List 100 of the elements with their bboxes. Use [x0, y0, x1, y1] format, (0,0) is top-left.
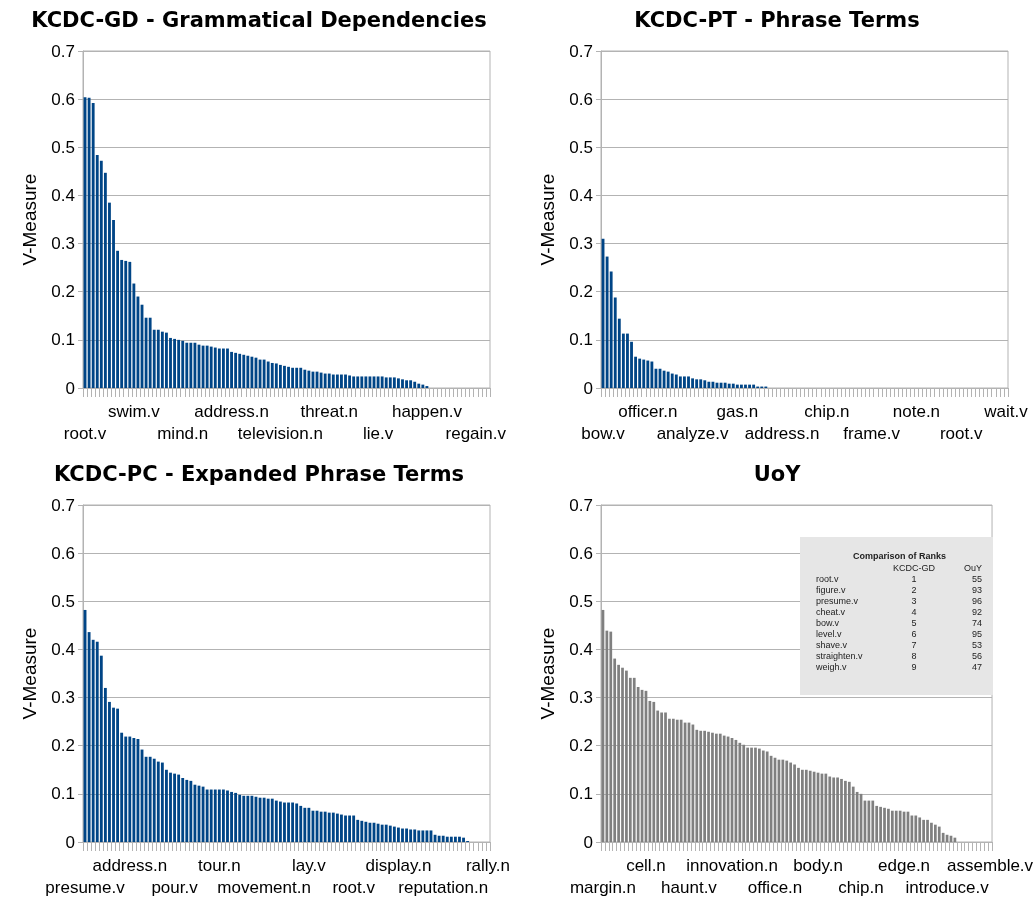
bar: [739, 384, 743, 388]
bar: [675, 719, 679, 842]
y-axis-title: V-Measure: [19, 627, 40, 720]
x-tick-label: lay.v: [292, 855, 327, 875]
bar: [683, 376, 686, 388]
bar: [213, 347, 217, 388]
bar: [875, 805, 879, 842]
bar: [405, 828, 408, 842]
bar: [295, 367, 299, 388]
bar: [303, 369, 307, 388]
y-tick-label: 0.1: [51, 330, 75, 350]
bar: [335, 813, 339, 842]
bar: [299, 367, 303, 388]
x-tick-label: haunt.v: [661, 877, 718, 897]
bar: [405, 380, 408, 388]
bar: [840, 778, 843, 842]
bar: [417, 830, 421, 842]
bar: [319, 811, 323, 842]
x-tick-label: address.n: [92, 855, 168, 875]
bar: [425, 830, 429, 842]
x-tick-label: mind.n: [157, 423, 209, 443]
bar: [750, 747, 753, 842]
bar: [421, 384, 425, 388]
bar: [933, 824, 937, 842]
bar: [664, 712, 667, 842]
x-tick-label: assemble.v: [947, 855, 1034, 875]
bar: [209, 789, 213, 842]
y-tick-label: 0.3: [51, 688, 75, 708]
bar: [274, 363, 278, 388]
x-tick-label: television.n: [237, 423, 323, 443]
y-tick-label: 0.3: [569, 688, 593, 708]
bar: [388, 825, 392, 842]
bar: [327, 373, 331, 388]
bar: [871, 800, 875, 842]
bar: [185, 342, 189, 388]
bar: [625, 670, 628, 842]
bar: [250, 356, 254, 388]
y-tick-label: 0.5: [569, 591, 593, 611]
y-tick-label: 0.6: [51, 89, 75, 109]
x-tick-label: display.n: [365, 855, 432, 875]
bar: [879, 806, 882, 842]
bar: [742, 744, 746, 842]
bar: [169, 337, 172, 388]
bar: [828, 776, 832, 842]
bar: [808, 770, 812, 842]
bar: [181, 340, 185, 388]
x-tick-label: wait.v: [983, 401, 1029, 421]
y-axis-title: V-Measure: [537, 627, 558, 720]
bar: [287, 802, 290, 842]
bar: [348, 815, 352, 842]
bar: [445, 836, 449, 842]
bar: [413, 829, 417, 842]
bar: [246, 355, 250, 388]
bar: [632, 677, 636, 842]
bar: [646, 360, 650, 388]
bar: [453, 836, 457, 842]
bar: [352, 376, 356, 388]
bar: [173, 338, 176, 388]
bar: [246, 795, 250, 842]
bar: [344, 815, 347, 842]
bar: [238, 353, 242, 388]
y-tick-label: 0.4: [569, 185, 593, 205]
bar: [789, 762, 793, 842]
bar: [695, 729, 699, 842]
bar: [413, 381, 417, 388]
bar: [185, 779, 189, 842]
y-tick-label: 0.5: [51, 591, 75, 611]
bar: [226, 790, 229, 842]
bar: [144, 756, 148, 842]
bar: [804, 769, 808, 842]
bar: [621, 667, 624, 842]
x-tick-label: swim.v: [107, 401, 161, 421]
bar: [691, 378, 694, 388]
bar: [703, 380, 707, 388]
bar: [221, 348, 225, 388]
bar: [360, 376, 364, 388]
x-tick-label: chip.n: [804, 401, 850, 421]
bar: [156, 761, 160, 842]
x-tick-label: happen.v: [391, 401, 463, 421]
bar: [883, 807, 886, 842]
y-tick-label: 0.5: [51, 137, 75, 157]
bar: [278, 364, 282, 388]
bar: [226, 348, 229, 388]
chart-title: KCDC-PT - Phrase Terms: [634, 7, 920, 32]
x-tick-label: presume.v: [45, 877, 126, 897]
x-tick-label: edge.n: [878, 855, 931, 875]
bar: [340, 814, 343, 842]
bar: [356, 819, 360, 842]
bar: [364, 376, 368, 388]
bar: [181, 777, 185, 842]
bar: [761, 750, 765, 842]
bar: [356, 376, 360, 388]
bar: [177, 774, 181, 842]
bar: [847, 781, 851, 842]
bar: [397, 378, 400, 388]
annotation: Comparison of Ranks: [852, 551, 947, 561]
bar: [384, 824, 388, 842]
x-tick-label: note.n: [892, 401, 941, 421]
y-tick-label: 0.5: [569, 137, 593, 157]
y-tick-label: 0.6: [569, 543, 593, 563]
